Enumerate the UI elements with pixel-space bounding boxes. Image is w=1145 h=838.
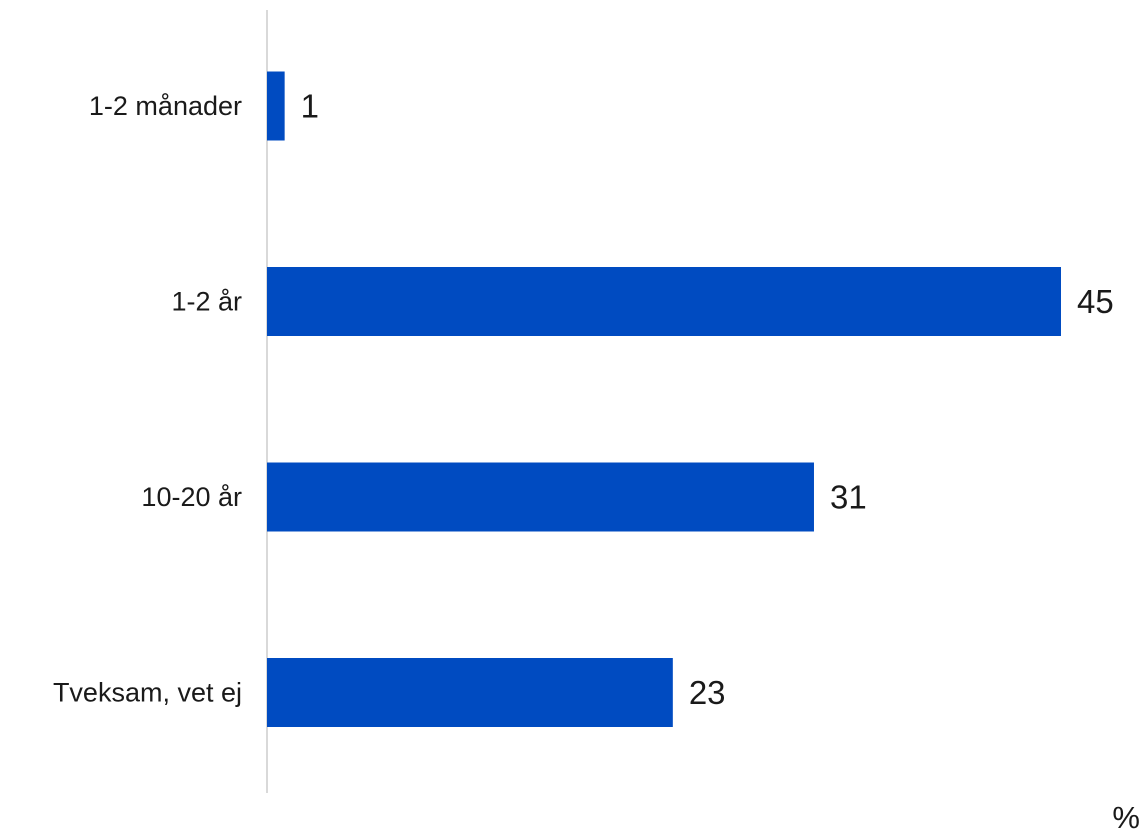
category-label-2: 1-2 år [171, 287, 242, 317]
value-label-1: 1 [301, 88, 319, 125]
value-label-2: 45 [1077, 283, 1114, 320]
value-label-3: 31 [830, 479, 867, 516]
unit-label: % [1112, 800, 1140, 835]
bar-1 [267, 71, 285, 141]
value-labels-group: 1 45 31 23 [301, 88, 1114, 712]
bar-3 [267, 462, 814, 532]
value-label-4: 23 [689, 674, 726, 711]
bars-group [267, 71, 1061, 727]
category-label-4: Tveksam, vet ej [53, 678, 242, 708]
bar-4 [267, 658, 673, 727]
category-label-1: 1-2 månader [89, 91, 242, 121]
category-label-3: 10-20 år [141, 482, 242, 512]
bar-2 [267, 267, 1061, 336]
category-labels-group: 1-2 månader 1-2 år 10-20 år Tveksam, vet ej [53, 91, 242, 708]
